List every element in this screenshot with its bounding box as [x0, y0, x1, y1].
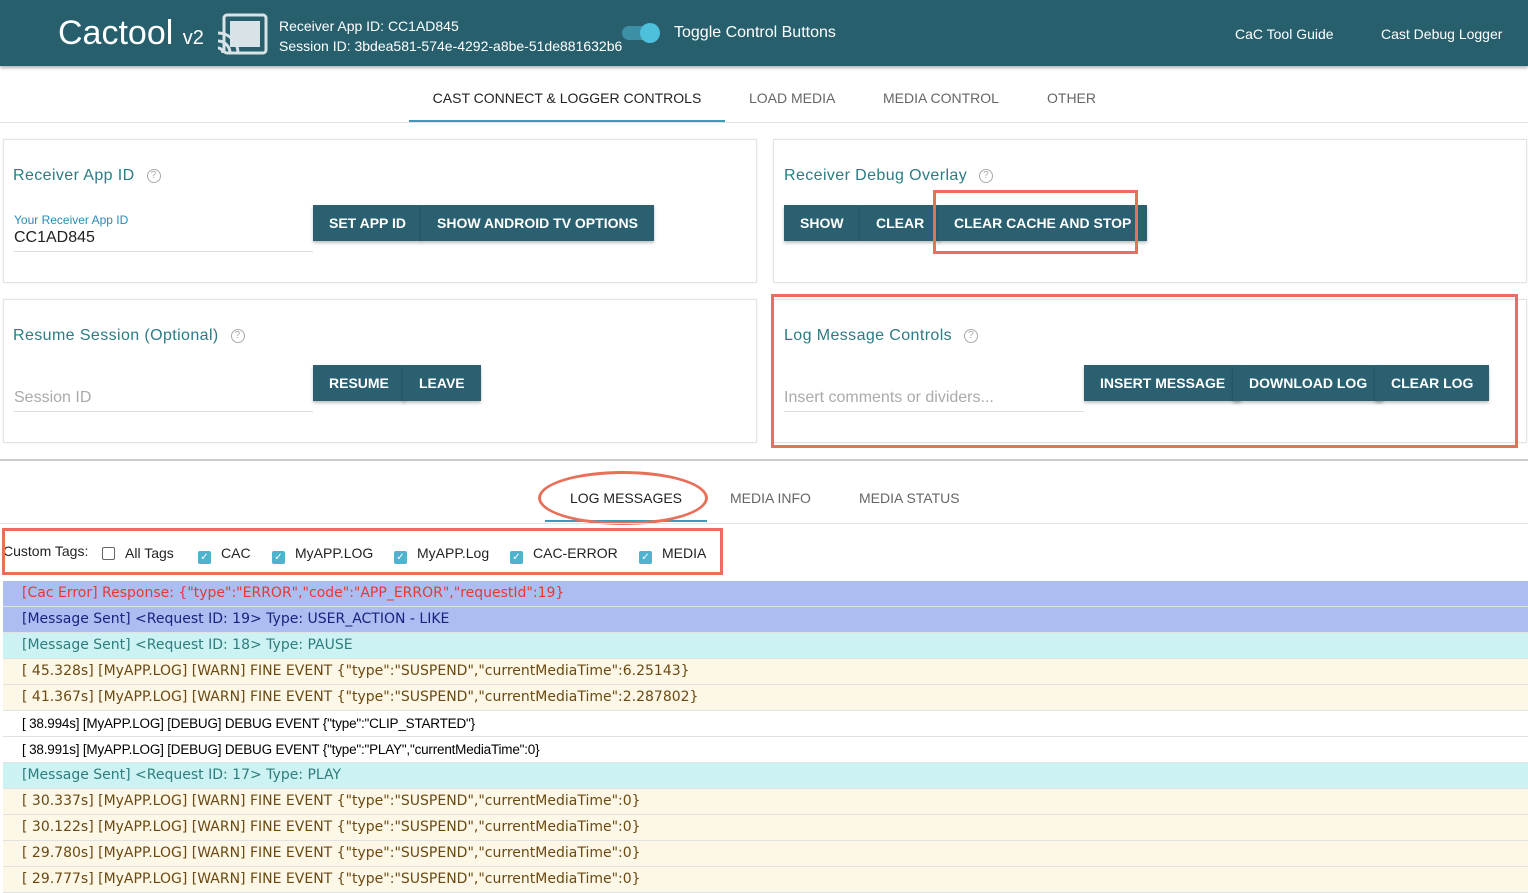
checkbox-checked-icon[interactable]: ✓ — [510, 551, 523, 564]
log-row: [Message Sent] <Request ID: 17> Type: PL… — [3, 763, 1528, 789]
resume-session-card — [3, 299, 757, 443]
session-info: Receiver App ID: CC1AD845 Session ID: 3bd… — [279, 16, 622, 56]
download-log-button[interactable]: DOWNLOAD LOG — [1233, 365, 1384, 401]
title-text: Receiver Debug Overlay — [784, 167, 968, 184]
highlight-ellipse — [538, 471, 708, 525]
log-row: [Cac Error] Response: {"type":"ERROR","c… — [3, 581, 1528, 607]
tab-load-media[interactable]: LOAD MEDIA — [749, 90, 836, 106]
help-icon[interactable]: ? — [964, 329, 979, 343]
highlight-box — [933, 190, 1138, 254]
checkbox-checked-icon[interactable]: ✓ — [198, 551, 211, 564]
insert-message-button[interactable]: INSERT MESSAGE — [1084, 365, 1242, 401]
log-row: [ 45.328s] [MyAPP.LOG] [WARN] FINE EVENT… — [3, 659, 1528, 685]
title-text: Log Message Controls — [784, 327, 953, 344]
help-icon[interactable]: ? — [230, 329, 245, 343]
log-row: [ 30.337s] [MyAPP.LOG] [WARN] FINE EVENT… — [3, 789, 1528, 815]
tag-label: CAC — [221, 545, 251, 561]
log-row: [ 38.991s] [MyAPP.LOG] [DEBUG] DEBUG EVE… — [3, 737, 1528, 763]
tab-media-info[interactable]: MEDIA INFO — [730, 490, 811, 506]
log-tabs: LOG MESSAGES MEDIA INFO MEDIA STATUS — [0, 476, 1528, 522]
tab-other[interactable]: OTHER — [1047, 90, 1096, 106]
tag-label: MEDIA — [662, 545, 707, 561]
tag-label: All Tags — [125, 545, 174, 561]
set-app-id-button[interactable]: SET APP ID — [313, 205, 423, 241]
receiver-app-id-text: Receiver App ID: CC1AD845 — [279, 18, 459, 34]
resume-button[interactable]: RESUME — [313, 365, 405, 401]
tag-all-tags[interactable]: All Tags — [102, 545, 174, 561]
receiver-app-card — [3, 139, 757, 283]
log-row: [ 30.122s] [MyAPP.LOG] [WARN] FINE EVENT… — [3, 815, 1528, 841]
tag-myapp-log[interactable]: ✓ MyAPP.Log — [394, 545, 489, 564]
help-icon[interactable]: ? — [146, 169, 161, 183]
tag-cac[interactable]: ✓ CAC — [198, 545, 251, 564]
highlight-box — [771, 294, 1518, 448]
checkbox-unchecked-icon[interactable] — [102, 547, 115, 560]
title-text: Resume Session (Optional) — [13, 327, 219, 344]
log-row: [ 29.777s] [MyAPP.LOG] [WARN] FINE EVENT… — [3, 867, 1528, 893]
debug-overlay-title: Receiver Debug Overlay? — [784, 167, 994, 185]
checkbox-checked-icon[interactable]: ✓ — [394, 551, 407, 564]
main-tabs: CAST CONNECT & LOGGER CONTROLS LOAD MEDI… — [0, 76, 1528, 122]
log-row: [ 41.367s] [MyAPP.LOG] [WARN] FINE EVENT… — [3, 685, 1528, 711]
divider — [0, 459, 1528, 461]
logo: Cactool v2 — [58, 14, 204, 53]
title-text: Receiver App ID — [13, 167, 135, 184]
debug-overlay-card — [773, 139, 1527, 283]
receiver-app-id-input[interactable]: CC1AD845 — [14, 229, 313, 252]
cast-icon — [217, 13, 268, 55]
clear-log-button[interactable]: CLEAR LOG — [1375, 365, 1490, 401]
receiver-app-title: Receiver App ID? — [13, 167, 161, 185]
tab-media-control[interactable]: MEDIA CONTROL — [883, 90, 999, 106]
comment-input[interactable]: Insert comments or dividers... — [784, 389, 1084, 412]
log-messages-list: [Cac Error] Response: {"type":"ERROR","c… — [3, 581, 1528, 893]
checkbox-checked-icon[interactable]: ✓ — [639, 551, 652, 564]
checkbox-checked-icon[interactable]: ✓ — [272, 551, 285, 564]
log-row: [ 29.780s] [MyAPP.LOG] [WARN] FINE EVENT… — [3, 841, 1528, 867]
divider — [0, 523, 1528, 524]
help-icon[interactable]: ? — [979, 169, 994, 183]
clear-overlay-button[interactable]: CLEAR — [860, 205, 941, 241]
tag-cac-error[interactable]: ✓ CAC-ERROR — [510, 545, 618, 564]
log-row: [Message Sent] <Request ID: 18> Type: PA… — [3, 633, 1528, 659]
logo-text: Cactool — [58, 14, 174, 52]
highlight-box — [2, 528, 723, 575]
tag-label: MyAPP.LOG — [295, 545, 374, 561]
tab-media-status[interactable]: MEDIA STATUS — [859, 490, 960, 506]
tab-cast-connect[interactable]: CAST CONNECT & LOGGER CONTROLS — [409, 76, 725, 122]
divider — [0, 122, 1528, 123]
log-row: [Message Sent] <Request ID: 19> Type: US… — [3, 607, 1528, 633]
toggle-control-buttons-switch[interactable] — [622, 23, 660, 43]
logo-version: v2 — [182, 27, 204, 49]
toggle-label: Toggle Control Buttons — [674, 24, 836, 41]
show-overlay-button[interactable]: SHOW — [784, 205, 860, 241]
custom-tags-label: Custom Tags: — [3, 543, 89, 559]
tag-label: CAC-ERROR — [533, 545, 618, 561]
session-id-input[interactable]: Session ID — [14, 389, 313, 412]
receiver-app-id-label: Your Receiver App ID — [14, 213, 129, 227]
tag-media[interactable]: ✓ MEDIA — [639, 545, 706, 564]
log-row: [ 38.994s] [MyAPP.LOG] [DEBUG] DEBUG EVE… — [3, 711, 1528, 737]
leave-button[interactable]: LEAVE — [403, 365, 481, 401]
session-id-text: Session ID: 3bdea581-574e-4292-a8be-51de… — [279, 38, 623, 54]
app-header: Cactool v2 Receiver App ID: CC1AD845 Sess… — [0, 0, 1528, 66]
show-android-tv-options-button[interactable]: SHOW ANDROID TV OPTIONS — [421, 205, 654, 241]
tag-label: MyAPP.Log — [417, 545, 490, 561]
clear-cache-and-stop-button[interactable]: CLEAR CACHE AND STOP — [938, 205, 1148, 241]
cast-debug-logger-link[interactable]: Cast Debug Logger — [1381, 26, 1503, 42]
tag-myapp-log-upper[interactable]: ✓ MyAPP.LOG — [272, 545, 373, 564]
resume-session-title: Resume Session (Optional)? — [13, 327, 245, 345]
cac-tool-guide-link[interactable]: CaC Tool Guide — [1235, 26, 1334, 42]
log-controls-title: Log Message Controls? — [784, 327, 979, 345]
